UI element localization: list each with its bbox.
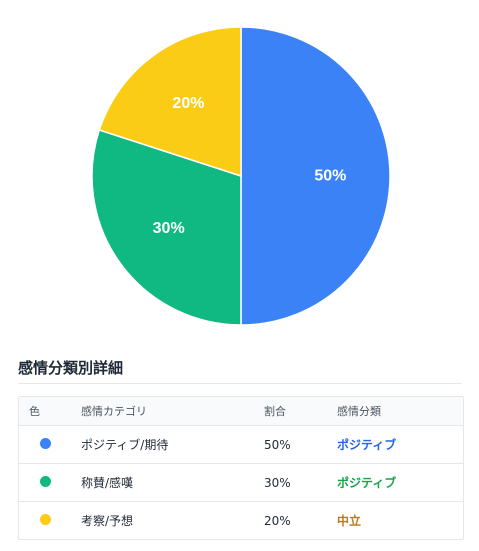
pie-slice [240,26,391,326]
header-color: 色 [29,405,40,418]
table-row: 考察/予想 20% 中立 [19,501,463,539]
details-table: 色 感情カテゴリ 割合 感情分類 ポジティブ/期待 50% ポジティブ 称賛/感… [18,396,464,540]
color-dot [40,437,51,449]
classification-cell: ポジティブ [337,476,397,490]
classification-cell: ポジティブ [337,438,397,452]
pie-chart-svg: 50% 30% 20% [91,26,391,326]
ratio-cell: 20% [264,513,291,528]
ratio-cell: 50% [264,437,291,452]
table-row: 称賛/感嘆 30% ポジティブ [19,463,463,501]
category-cell: 称賛/感嘆 [81,476,134,490]
ratio-cell: 30% [264,475,291,490]
header-classification: 感情分類 [337,405,381,418]
section-divider [18,383,462,384]
slice-label: 20% [172,95,204,112]
classification-cell: 中立 [337,514,362,528]
slice-label: 50% [314,168,346,185]
section-title: 感情分類別詳細 [18,359,124,377]
category-cell: 考察/予想 [81,514,134,528]
color-dot [40,513,51,525]
category-cell: ポジティブ/期待 [81,438,169,452]
header-category: 感情カテゴリ [81,405,147,418]
pie-slice [91,129,242,326]
pie-chart: 50% 30% 20% [91,26,391,326]
table-header-row: 色 感情カテゴリ 割合 感情分類 [19,397,463,425]
header-ratio: 割合 [264,405,286,418]
pie-slice [98,26,242,178]
slice-label: 30% [153,220,185,237]
table-row: ポジティブ/期待 50% ポジティブ [19,425,463,463]
color-dot [40,475,51,487]
